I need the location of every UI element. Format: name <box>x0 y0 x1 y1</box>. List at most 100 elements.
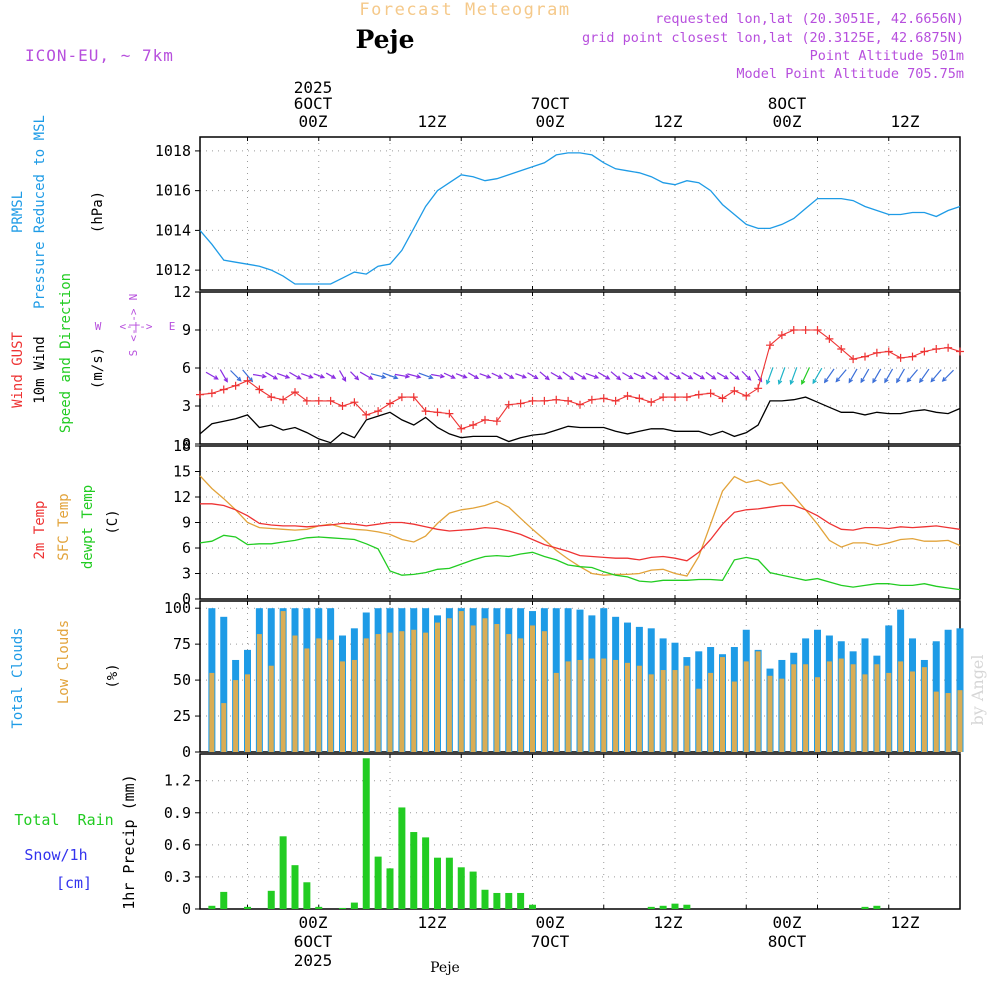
panel-frame <box>199 445 961 600</box>
low-cloud-bar <box>221 703 227 752</box>
panel-frame <box>199 753 961 910</box>
low-cloud-bar <box>684 665 690 752</box>
wind-direction-arrow <box>657 371 670 380</box>
requested-coords: requested lon,lat (20.3051E, 42.6656N) <box>655 11 964 27</box>
y-tick-label: 15 <box>173 463 191 481</box>
bottom-tick-12z-8oct: 12Z <box>891 913 920 932</box>
low-cloud-bar <box>363 638 369 752</box>
y-tick-label: 9 <box>182 321 191 339</box>
rain-bar <box>671 903 679 909</box>
clouds-panel: 0 25 50 75 100 <box>164 599 964 761</box>
temp-2m-series-line <box>200 503 961 562</box>
wind-unit: (m/s) <box>90 347 106 389</box>
rain-bar <box>220 891 228 909</box>
low-cloud-bar <box>589 658 595 752</box>
low-cloud-bar <box>541 631 547 752</box>
low-cloud-bar <box>351 659 357 752</box>
low-cloud-bar <box>625 662 630 752</box>
bottom-tick-00z-8oct: 00Z <box>773 913 802 932</box>
wind-direction-arrow <box>407 373 422 379</box>
gust-point-marker <box>682 393 691 402</box>
low-cloud-bar <box>826 661 832 752</box>
low-cloud-bar <box>446 618 452 752</box>
gust-point-marker <box>279 395 288 404</box>
wind-direction-arrow <box>574 371 587 380</box>
rain-bar <box>517 892 525 909</box>
wind-direction-arrow <box>325 372 337 379</box>
low-cloud-bar <box>731 681 737 752</box>
gust-point-marker <box>789 326 798 334</box>
low-cloud-bar <box>850 664 856 752</box>
low-cloud-bar <box>636 665 642 752</box>
wind-direction-arrow <box>350 371 360 381</box>
wind-direction-arrow <box>896 368 905 384</box>
rain-bar <box>267 890 275 909</box>
wind-direction-arrow <box>491 372 504 379</box>
y-tick-label: 1012 <box>155 261 191 279</box>
compass-n: N <box>127 294 140 301</box>
wind-direction-arrow <box>359 371 374 380</box>
gust-point-marker <box>576 400 584 409</box>
y-tick-label: 9 <box>182 514 191 532</box>
rain-bar <box>469 871 477 909</box>
precip-label-snow: Snow/1h <box>24 846 87 864</box>
low-cloud-bar <box>458 611 464 752</box>
gust-point-marker <box>932 345 941 353</box>
wind-direction-arrow <box>693 372 706 380</box>
rain-bar <box>339 907 346 909</box>
rain-bar <box>374 856 382 909</box>
low-cloud-bar <box>530 625 535 752</box>
low-cloud-bar <box>648 674 654 752</box>
y-tick-label: 50 <box>173 671 191 689</box>
low-cloud-bar <box>233 680 239 752</box>
wind-direction-arrow <box>503 372 515 379</box>
bottom-tick-12z-7oct: 12Z <box>654 913 683 932</box>
gust-point-marker <box>219 385 228 394</box>
gust-point-marker <box>314 396 323 405</box>
low-cloud-bar <box>565 661 571 752</box>
rain-bar <box>386 868 394 909</box>
rain-bar <box>493 892 501 909</box>
gust-point-marker <box>742 391 751 400</box>
gust-point-marker <box>504 400 513 409</box>
rain-bar <box>398 807 406 909</box>
wind-direction-arrow <box>645 371 658 380</box>
wind-direction-arrow <box>265 371 279 380</box>
y-tick-label: 0 <box>182 590 191 608</box>
low-cloud-bar <box>577 659 583 752</box>
wind-direction-arrow <box>431 373 446 379</box>
gust-point-marker <box>397 393 406 402</box>
wind-panel: 0 3 6 9 12 <box>173 283 964 453</box>
gust-point-marker <box>956 347 964 356</box>
top-tick-00z-7oct: 00Z <box>536 112 565 131</box>
top-tick-12z-8oct: 12Z <box>891 112 920 131</box>
rain-bar <box>315 906 323 909</box>
rain-bar <box>279 836 287 909</box>
bottom-tick-00z-7oct: 00Z <box>536 913 565 932</box>
low-cloud-bar <box>898 661 904 752</box>
low-cloud-bar <box>767 675 773 752</box>
cloud-labels: Total Clouds Low Clouds (%) <box>10 620 121 729</box>
rain-bar <box>244 906 251 909</box>
low-cloud-bar <box>613 659 619 752</box>
gust-point-marker <box>469 421 478 429</box>
gust-point-marker <box>920 347 929 356</box>
wind-direction-arrow <box>455 373 468 379</box>
bottom-year-label: 2025 <box>294 951 333 970</box>
top-tick-12z-6oct: 12Z <box>418 112 447 131</box>
gust-point-marker <box>231 381 240 390</box>
temp-label-dewpt: dewpt Temp <box>80 485 96 569</box>
gust-point-marker <box>694 390 703 399</box>
rain-bar <box>683 904 691 909</box>
gust-point-marker <box>291 388 299 397</box>
precip-unit: 1hr Precip (mm) <box>120 774 138 909</box>
gust-point-marker <box>896 353 905 362</box>
precip-labels: Total Rain Snow/1h [cm] 1hr Precip (mm) <box>14 774 138 909</box>
low-cloud-bar <box>518 638 524 752</box>
wind-direction-arrow <box>585 372 600 379</box>
rain-bar <box>647 906 655 909</box>
gust-point-marker <box>338 402 347 410</box>
low-cloud-bar <box>506 634 512 752</box>
cloud-label-low: Low Clouds <box>56 620 72 704</box>
